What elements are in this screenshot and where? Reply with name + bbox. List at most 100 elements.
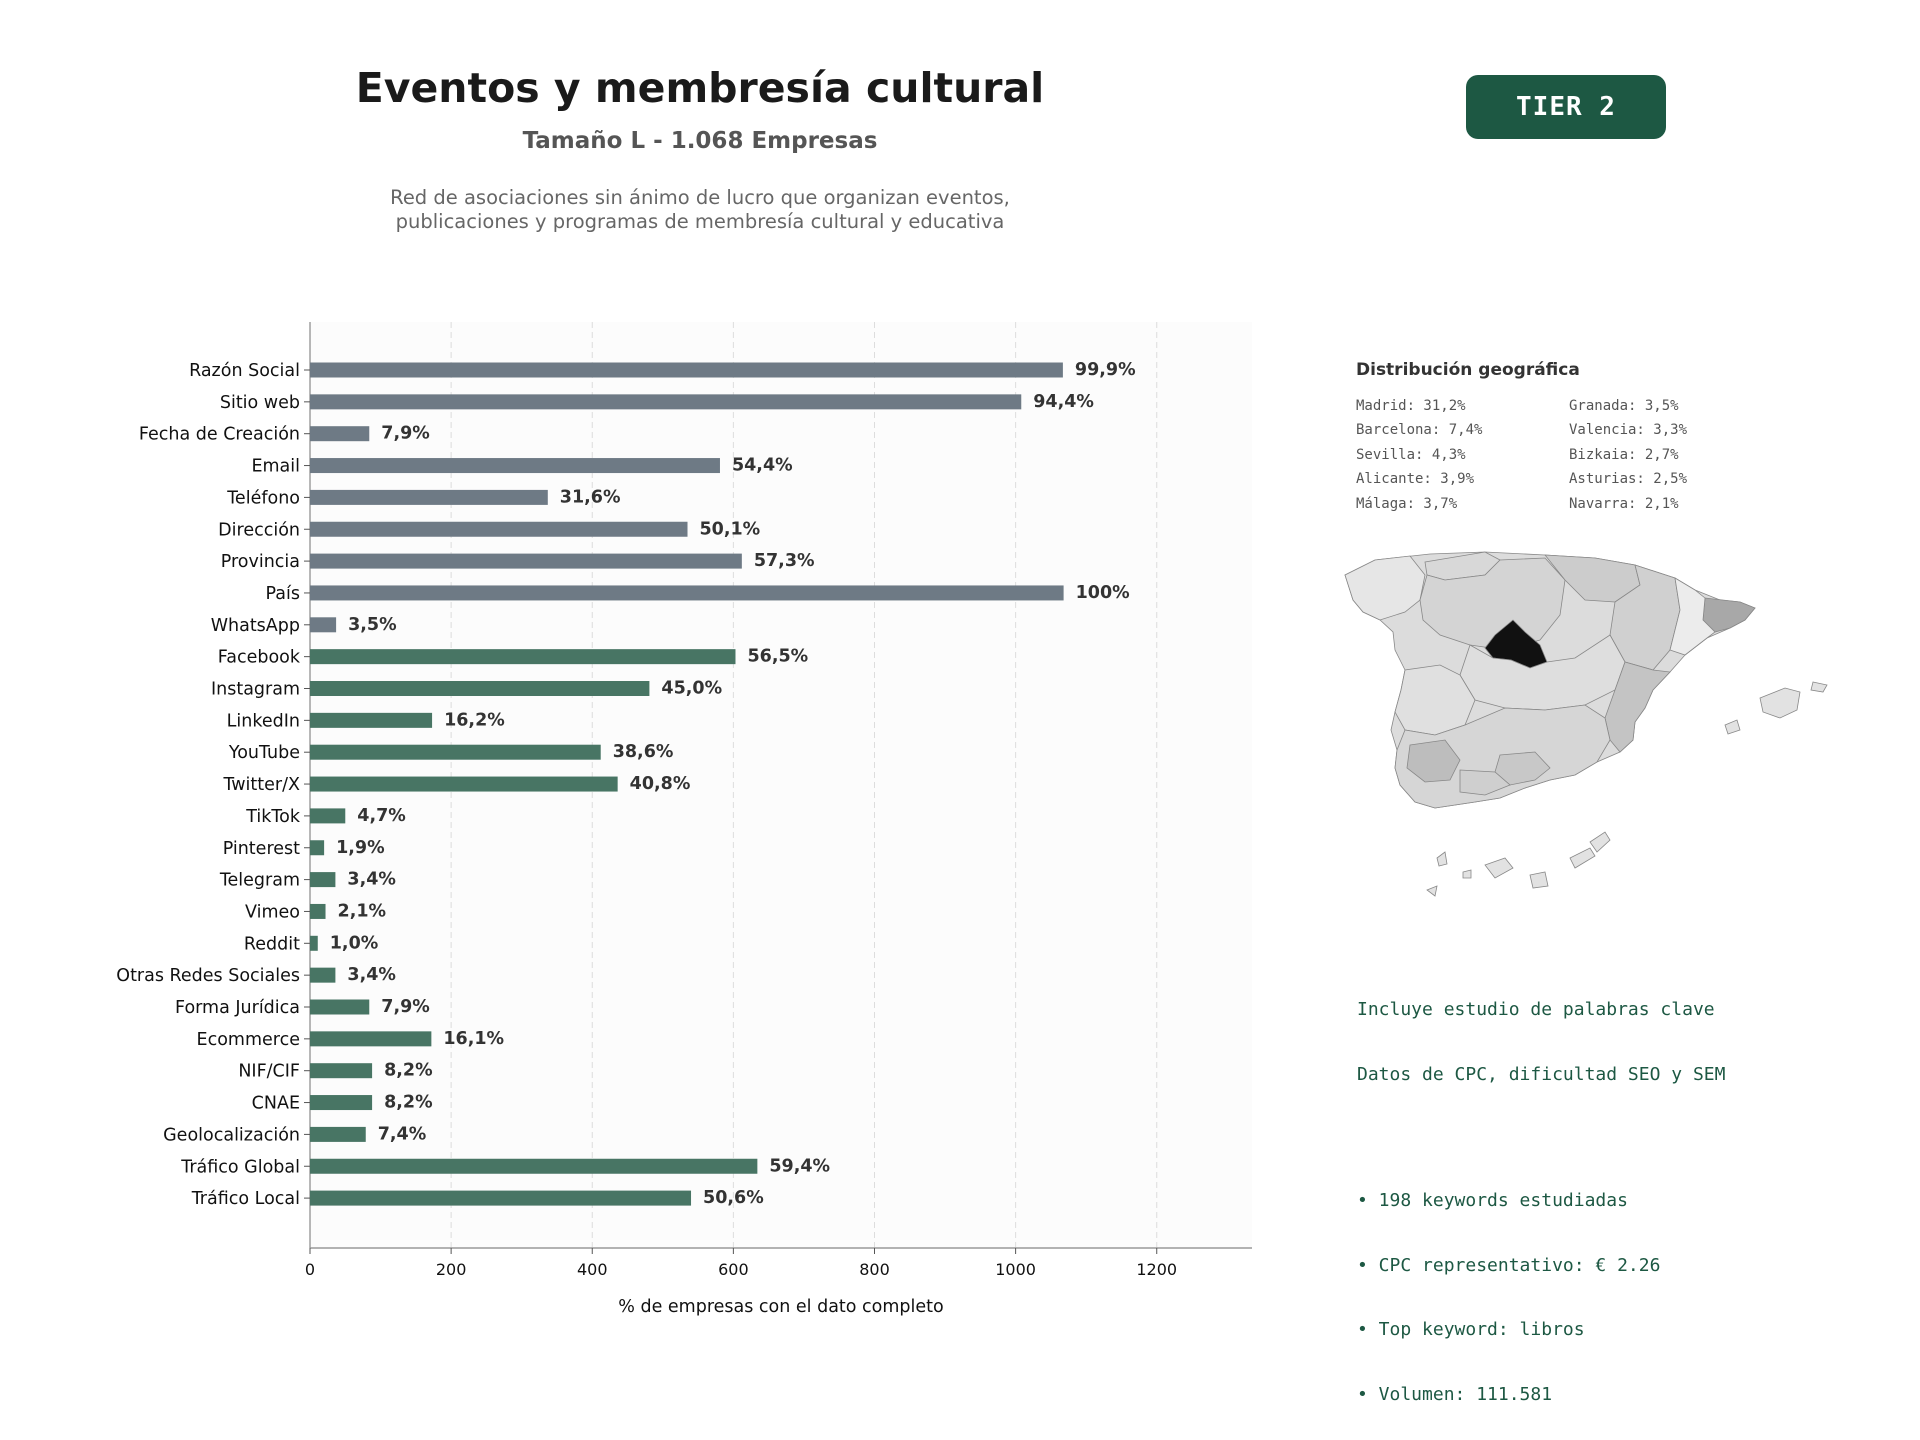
- map-region-extremadura: [1394, 664, 1476, 736]
- map-island-gomera: [1462, 869, 1472, 879]
- page-title: Eventos y membresía cultural: [355, 64, 1045, 112]
- geo-entry: Málaga: 3,7%: [1356, 495, 1458, 512]
- category-label: NIF/CIF: [238, 1062, 300, 1082]
- data-label: 94,4%: [1033, 392, 1094, 412]
- keywords-block: Incluye estudio de palabras clave Datos …: [1357, 956, 1725, 1427]
- bar: [310, 840, 325, 856]
- keywords-bullet: • Volumen: 111.581: [1357, 1383, 1553, 1405]
- bar: [310, 458, 720, 474]
- category-label: Ecommerce: [197, 1030, 300, 1050]
- category-label: WhatsApp: [211, 616, 300, 636]
- bar: [310, 808, 346, 824]
- bar: [310, 553, 742, 569]
- bar: [310, 426, 370, 442]
- geo-entry: Madrid: 31,2%: [1356, 398, 1466, 414]
- data-label: 54,4%: [732, 456, 793, 476]
- map-region-barcelona: [1702, 597, 1756, 633]
- data-label: 1,0%: [330, 933, 379, 953]
- data-label: 50,6%: [703, 1188, 764, 1208]
- bar: [310, 1126, 366, 1142]
- category-label: Razón Social: [189, 361, 300, 381]
- data-label: 1,9%: [336, 838, 385, 858]
- geo-entry: Navarra: 2,1%: [1569, 495, 1679, 512]
- bar: [310, 489, 548, 505]
- data-label: 16,2%: [444, 710, 505, 730]
- map-island-la-palma: [1436, 851, 1448, 867]
- bar: [310, 585, 1064, 601]
- category-label: Forma Jurídica: [175, 998, 300, 1018]
- x-tick-label: 400: [577, 1260, 608, 1279]
- bar: [310, 744, 601, 760]
- map-island-lanzarote: [1589, 831, 1611, 853]
- data-label: 4,7%: [357, 806, 406, 826]
- map-island-tenerife: [1484, 857, 1514, 879]
- geo-entry: Alicante: 3,9%: [1356, 471, 1475, 488]
- page-description: Red de asociaciones sin ánimo de lucro q…: [300, 186, 1100, 234]
- data-label: 3,5%: [348, 615, 397, 635]
- bar: [310, 712, 433, 728]
- data-label: 8,2%: [384, 1061, 433, 1081]
- data-label: 7,4%: [378, 1124, 427, 1144]
- category-label: LinkedIn: [227, 711, 300, 731]
- bar: [310, 617, 337, 633]
- data-label: 59,4%: [769, 1156, 830, 1176]
- keywords-line: Incluye estudio de palabras clave: [1357, 999, 1715, 1020]
- category-label: Instagram: [211, 680, 300, 700]
- bar: [310, 1190, 692, 1206]
- bar: [310, 967, 336, 983]
- data-label: 7,9%: [381, 424, 430, 444]
- tier-badge: TIER 2: [1466, 75, 1666, 139]
- map-island-menorca: [1810, 681, 1828, 693]
- category-label: País: [266, 584, 300, 604]
- data-label: 3,4%: [347, 870, 396, 890]
- description-line: Red de asociaciones sin ánimo de lucro q…: [390, 186, 1010, 209]
- geo-entry: Bizkaia: 2,7%: [1569, 446, 1679, 463]
- x-tick-label: 800: [859, 1260, 890, 1279]
- map-region-sevilla: [1406, 739, 1461, 783]
- bar: [310, 521, 688, 537]
- geo-entry: Barcelona: 7,4%: [1356, 422, 1483, 439]
- geo-entry: Granada: 3,5%: [1569, 398, 1679, 414]
- data-label: 8,2%: [384, 1093, 433, 1113]
- category-label: TikTok: [245, 807, 301, 827]
- bar: [310, 903, 326, 919]
- bar: [310, 362, 1063, 378]
- category-label: YouTube: [228, 743, 300, 763]
- bar: [310, 1031, 432, 1047]
- map-regions: [1344, 551, 1756, 809]
- category-label: Vimeo: [245, 902, 300, 922]
- data-label: 31,6%: [560, 487, 621, 507]
- category-label: Teléfono: [226, 488, 300, 508]
- data-label: 99,9%: [1075, 360, 1136, 380]
- data-label: 100%: [1076, 583, 1130, 603]
- map-islands: [1426, 681, 1828, 897]
- geo-entry: Valencia: 3,3%: [1569, 422, 1688, 439]
- keywords-bullet: • 198 keywords estudiadas: [1357, 1190, 1628, 1211]
- map-region-valencia: [1604, 661, 1671, 753]
- category-label: Tráfico Global: [180, 1157, 300, 1177]
- map-region-galicia: [1344, 555, 1426, 621]
- map-island-gran-canaria: [1529, 871, 1549, 889]
- x-tick-label: 200: [436, 1260, 467, 1279]
- category-label: Geolocalización: [163, 1125, 300, 1145]
- geo-entry: Sevilla: 4,3%: [1356, 446, 1466, 463]
- data-label: 38,6%: [613, 742, 674, 762]
- map-island-ibiza: [1724, 719, 1741, 735]
- data-label: 3,4%: [347, 965, 396, 985]
- category-label: Tráfico Local: [191, 1189, 300, 1209]
- bar: [310, 649, 736, 665]
- bar: [310, 872, 336, 888]
- category-label: Sitio web: [220, 393, 300, 413]
- map-island-hierro: [1426, 885, 1438, 897]
- category-label: Dirección: [218, 520, 300, 540]
- map-island-mallorca: [1759, 687, 1801, 719]
- x-tick-label: 1000: [995, 1260, 1036, 1279]
- geo-list: Madrid: 31,2% Granada: 3,5% Barcelona: 7…: [1356, 398, 1776, 512]
- page-subtitle: Tamaño L - 1.068 Empresas: [522, 128, 878, 154]
- data-label: 40,8%: [630, 774, 691, 794]
- bar: [310, 999, 370, 1015]
- bar: [310, 394, 1022, 410]
- category-label: Fecha de Creación: [139, 425, 300, 445]
- data-label: 2,1%: [338, 901, 387, 921]
